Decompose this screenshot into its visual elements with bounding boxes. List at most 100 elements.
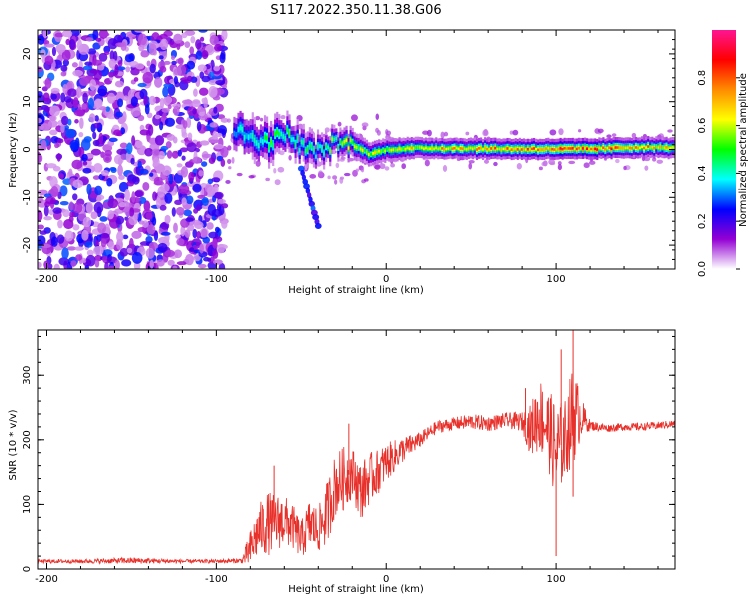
heatmap-cell: [292, 137, 295, 142]
heatmap-cell: [38, 261, 42, 269]
heatmap-cell: [308, 143, 311, 148]
heatmap-cell: [261, 139, 265, 145]
heatmap-cell: [610, 147, 613, 151]
heatmap-cell: [149, 63, 156, 74]
heatmap-cell: [108, 265, 116, 269]
heatmap-cell: [94, 254, 103, 262]
heatmap-cell: [60, 71, 67, 77]
heatmap-cell: [170, 55, 176, 61]
heatmap-cell: [439, 147, 442, 150]
heatmap-cell: [52, 165, 61, 172]
heatmap-cell: [655, 145, 658, 148]
heatmap-cell: [94, 115, 99, 122]
heatmap-cell: [196, 231, 201, 239]
heatmap-cell: [82, 161, 88, 166]
heatmap-cell: [145, 212, 153, 220]
heatmap-cell: [54, 32, 64, 38]
heatmap-cell: [337, 145, 340, 150]
heatmap-cell: [177, 65, 182, 76]
heatmap-cell: [85, 37, 94, 42]
heatmap-cell: [608, 146, 611, 149]
heatmap-cell: [473, 146, 477, 150]
heatmap-cell: [555, 147, 558, 151]
heatmap-cell: [196, 121, 202, 132]
heatmap-cell: [451, 147, 454, 151]
heatmap-cell: [44, 43, 55, 48]
heatmap-cell: [67, 118, 72, 126]
heatmap-cell: [211, 208, 223, 217]
heatmap-cell: [176, 42, 181, 51]
heatmap-cell: [197, 263, 207, 269]
heatmap-cell: [455, 146, 458, 150]
heatmap-cell: [173, 33, 183, 44]
heatmap-cell: [568, 160, 576, 165]
y-tick-label: 300: [22, 366, 33, 385]
heatmap-cell: [171, 150, 179, 159]
heatmap-cell: [221, 219, 228, 229]
heatmap-cell: [38, 224, 44, 230]
heatmap-cell: [63, 95, 72, 103]
heatmap-cell: [181, 197, 187, 206]
heatmap-cell: [38, 235, 46, 246]
heatmap-cell: [532, 147, 536, 150]
heatmap-cell: [181, 155, 186, 161]
heatmap-cell: [401, 163, 407, 170]
heatmap-cell: [38, 35, 45, 45]
heatmap-cell: [294, 142, 297, 147]
heatmap-cell: [643, 146, 646, 150]
heatmap-cell: [185, 217, 194, 222]
heatmap-cell: [91, 59, 103, 66]
heatmap-cell: [160, 231, 171, 236]
heatmap-cell: [316, 144, 320, 149]
heatmap-cell: [50, 236, 58, 247]
heatmap-cell: [69, 139, 80, 150]
heatmap-cell: [551, 147, 554, 151]
heatmap-cell: [108, 137, 118, 143]
heatmap-cell: [557, 164, 562, 171]
y-tick-label: 0: [22, 146, 33, 152]
heatmap-cell: [277, 166, 285, 173]
heatmap-cell: [72, 97, 79, 109]
heatmap-cell: [86, 249, 94, 256]
heatmap-cell: [72, 179, 84, 189]
heatmap-cell: [82, 216, 92, 228]
heatmap-cell: [181, 32, 188, 39]
heatmap-cell: [56, 153, 61, 162]
heatmap-cell: [107, 38, 118, 50]
heatmap-cell: [43, 106, 50, 113]
heatmap-cell: [192, 219, 201, 226]
heatmap-cell: [518, 147, 521, 150]
heatmap-cell: [644, 165, 649, 171]
heatmap-cell: [90, 148, 101, 156]
heatmap-cell: [126, 180, 134, 187]
heatmap-cell: [384, 166, 390, 171]
heatmap-cell: [121, 259, 132, 267]
heatmap-cell: [504, 147, 507, 151]
heatmap-cell: [273, 167, 277, 174]
heatmap-cell: [558, 128, 564, 136]
heatmap-cell: [559, 147, 562, 150]
heatmap-cell: [353, 144, 356, 149]
heatmap-cell: [373, 151, 377, 155]
heatmap-cell: [426, 147, 430, 151]
heatmap-cell: [459, 147, 462, 150]
heatmap-cell: [278, 131, 281, 137]
heatmap-cell: [426, 129, 432, 137]
snr-plot-area: [38, 330, 675, 566]
heatmap-cell: [50, 93, 57, 100]
heatmap-cell: [585, 147, 589, 150]
heatmap-cell: [97, 88, 107, 95]
heatmap-cell: [520, 148, 523, 151]
heatmap-cell: [184, 229, 191, 238]
heatmap-cell: [492, 147, 495, 150]
heatmap-cell: [482, 148, 485, 151]
heatmap-cell: [541, 161, 546, 167]
heatmap-cell: [631, 132, 637, 139]
heatmap-cell: [347, 146, 350, 150]
heatmap-cell: [88, 113, 96, 123]
heatmap-cell: [173, 76, 179, 85]
heatmap-cell: [106, 177, 113, 187]
heatmap-cell: [327, 175, 331, 180]
heatmap-cell: [146, 60, 151, 67]
